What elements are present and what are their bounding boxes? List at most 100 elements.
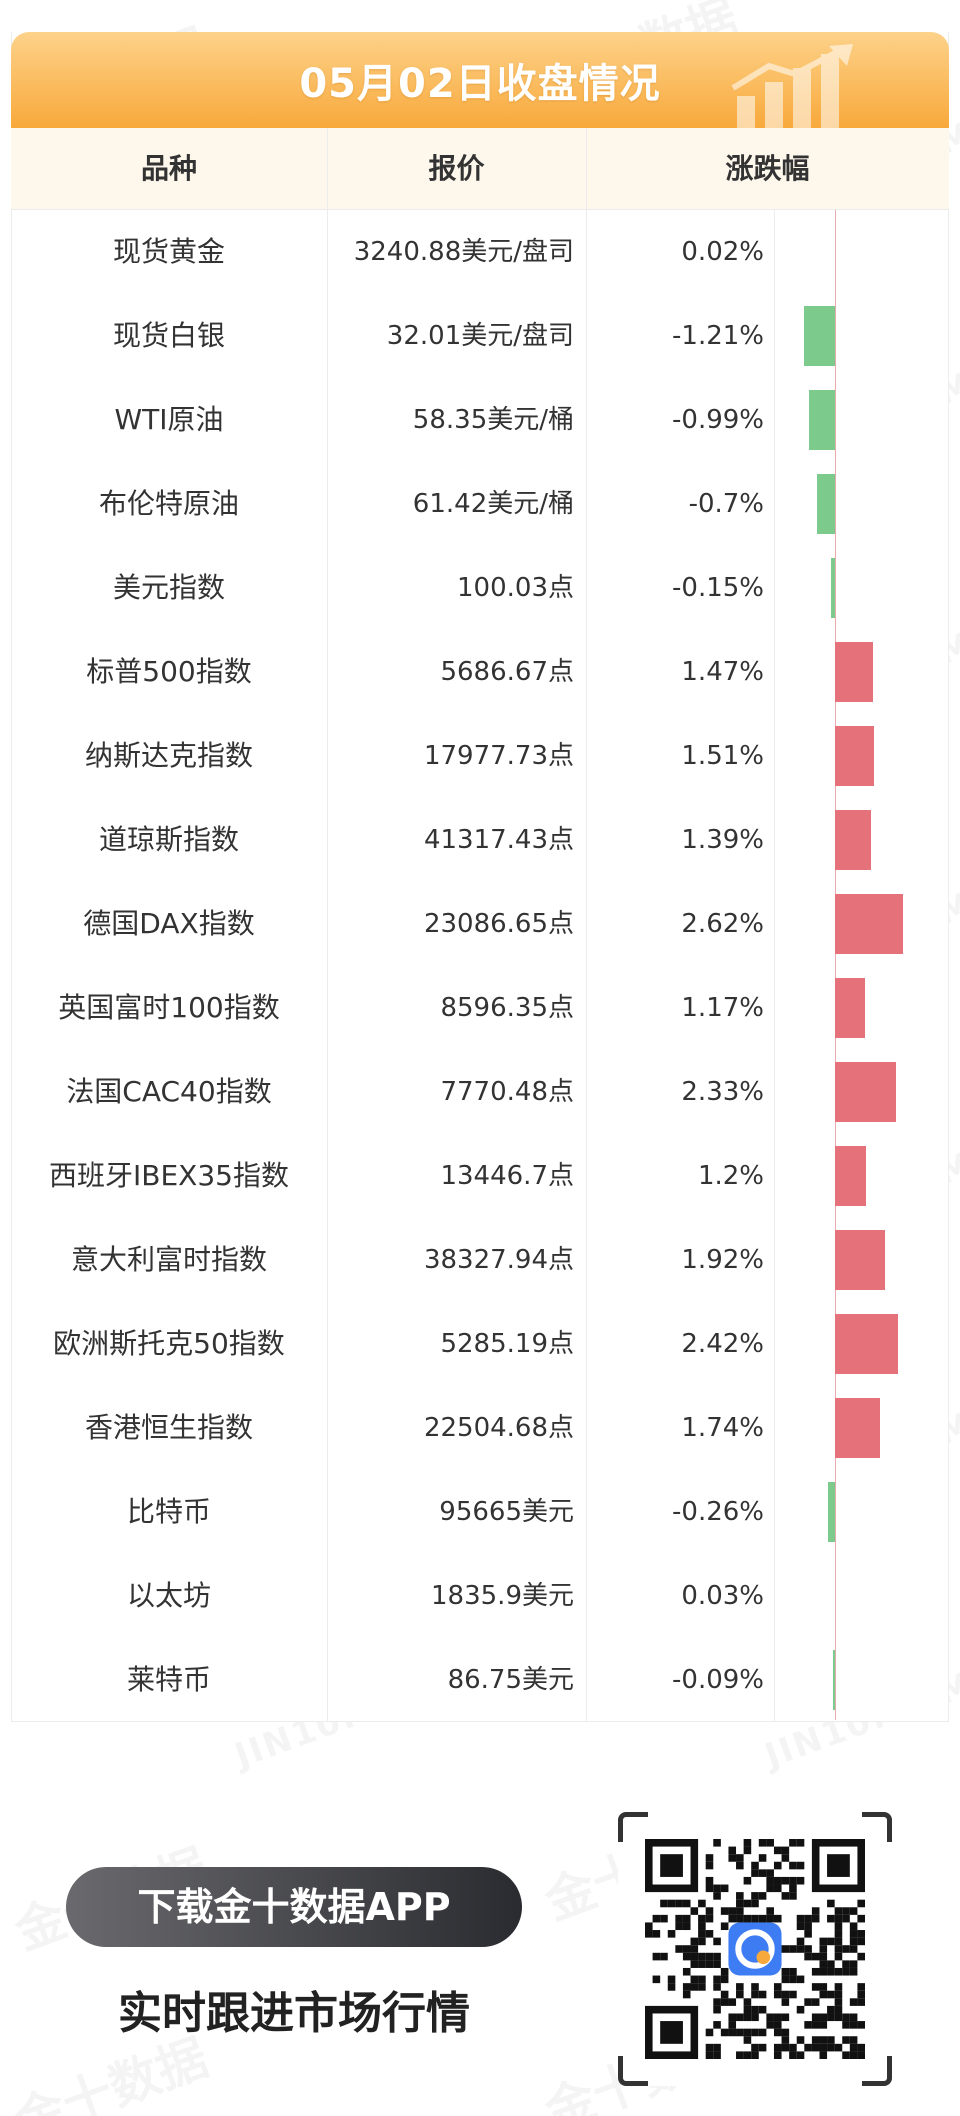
- instrument-change: 2.42%: [681, 1329, 764, 1359]
- table-row: 西班牙IBEX35指数 13446.7点 1.2%: [11, 1134, 949, 1218]
- bar-zero-line: [835, 210, 836, 1720]
- table-row: 现货黄金 3240.88美元/盘司 0.02%: [11, 210, 949, 294]
- instrument-name: 德国DAX指数: [83, 907, 255, 940]
- table-row: WTI原油 58.35美元/桶 -0.99%: [11, 378, 949, 462]
- instrument-price: 8596.35点: [440, 993, 574, 1023]
- table-row: 道琼斯指数 41317.43点 1.39%: [11, 798, 949, 882]
- instrument-price: 58.35美元/桶: [412, 405, 574, 435]
- column-divider: [586, 128, 587, 1722]
- instrument-name: 现货黄金: [112, 235, 225, 268]
- table-row: 布伦特原油 61.42美元/桶 -0.7%: [11, 462, 949, 546]
- instrument-change: 1.92%: [681, 1245, 764, 1275]
- change-bar-up: [835, 810, 872, 870]
- instrument-name: 现货白银: [112, 319, 225, 352]
- change-bar-up: [835, 1146, 867, 1206]
- instrument-change: 0.03%: [681, 1581, 764, 1611]
- instrument-price: 3240.88美元/盘司: [353, 237, 574, 267]
- table-body: 现货黄金 3240.88美元/盘司 0.02% 现货白银 32.01美元/盘司 -1.21…: [11, 210, 949, 1722]
- change-bar-up: [835, 642, 874, 702]
- instrument-price: 5686.67点: [440, 657, 574, 687]
- instrument-change: 0.02%: [681, 237, 764, 267]
- instrument-change: 2.62%: [681, 909, 764, 939]
- qr-corner: [618, 2056, 648, 2086]
- instrument-change: 1.47%: [681, 657, 764, 687]
- instrument-change: 1.17%: [681, 993, 764, 1023]
- change-bar-up: [835, 1314, 898, 1374]
- instrument-change: 2.33%: [681, 1077, 764, 1107]
- instrument-name: 标普500指数: [86, 655, 252, 688]
- instrument-name: 法国CAC40指数: [66, 1075, 272, 1108]
- column-header-change: 涨跌幅: [725, 152, 810, 185]
- download-app-button[interactable]: 下载金十数据APP: [66, 1867, 522, 1947]
- instrument-change: -0.7%: [688, 489, 764, 519]
- instrument-price: 17977.73点: [423, 741, 574, 771]
- instrument-price: 23086.65点: [423, 909, 574, 939]
- instrument-name: 比特币: [126, 1495, 211, 1528]
- table-card: [11, 32, 949, 1722]
- change-bar-up: [835, 894, 904, 954]
- instrument-price: 32.01美元/盘司: [386, 321, 574, 351]
- qr-frame: [618, 1812, 892, 2086]
- table-row: 英国富时100指数 8596.35点 1.17%: [11, 966, 949, 1050]
- change-bar-down: [828, 1482, 835, 1542]
- instrument-price: 100.03点: [457, 573, 574, 603]
- table-row: 以太坊 1835.9美元 0.03%: [11, 1554, 949, 1638]
- instrument-change: -1.21%: [672, 321, 764, 351]
- table-row: 欧洲斯托克50指数 5285.19点 2.42%: [11, 1302, 949, 1386]
- column-divider: [327, 128, 328, 1722]
- instrument-name: 英国富时100指数: [58, 991, 280, 1024]
- change-bar-up: [835, 1062, 896, 1122]
- instrument-name: 西班牙IBEX35指数: [49, 1159, 289, 1192]
- qr-corner: [618, 1812, 648, 1842]
- table-row: 意大利富时指数 38327.94点 1.92%: [11, 1218, 949, 1302]
- instrument-price: 13446.7点: [440, 1161, 574, 1191]
- instrument-change: 1.39%: [681, 825, 764, 855]
- table-row: 香港恒生指数 22504.68点 1.74%: [11, 1386, 949, 1470]
- instrument-price: 38327.94点: [423, 1245, 574, 1275]
- change-bar-up: [835, 726, 875, 786]
- change-bar-down: [809, 390, 835, 450]
- change-bar-down: [832, 1650, 835, 1710]
- qr-code-icon[interactable]: [645, 1839, 865, 2059]
- instrument-price: 41317.43点: [423, 825, 574, 855]
- instrument-price: 22504.68点: [423, 1413, 574, 1443]
- table-row: 法国CAC40指数 7770.48点 2.33%: [11, 1050, 949, 1134]
- qr-corner: [862, 1812, 892, 1842]
- table-row: 纳斯达克指数 17977.73点 1.51%: [11, 714, 949, 798]
- instrument-change: 1.51%: [681, 741, 764, 771]
- instrument-price: 5285.19点: [440, 1329, 574, 1359]
- instrument-price: 86.75美元: [447, 1665, 574, 1695]
- table-row: 莱特币 86.75美元 -0.09%: [11, 1638, 949, 1722]
- instrument-name: 美元指数: [112, 571, 225, 604]
- instrument-name: 意大利富时指数: [70, 1243, 267, 1276]
- change-bar-down: [831, 558, 835, 618]
- instrument-price: 1835.9美元: [431, 1581, 574, 1611]
- column-header-price: 报价: [428, 152, 485, 185]
- instrument-name: 欧洲斯托克50指数: [53, 1327, 285, 1360]
- header-banner: 05月02日收盘情况: [11, 32, 949, 128]
- change-bar-up: [835, 1398, 881, 1458]
- table-row: 比特币 95665美元 -0.26%: [11, 1470, 949, 1554]
- instrument-price: 61.42美元/桶: [412, 489, 574, 519]
- page-title: 05月02日收盘情况: [299, 61, 661, 107]
- column-divider: [774, 210, 775, 1722]
- instrument-change: -0.26%: [672, 1497, 764, 1527]
- rising-bar-chart-icon: [731, 44, 853, 128]
- table-row: 现货白银 32.01美元/盘司 -1.21%: [11, 294, 949, 378]
- change-bar-down: [816, 474, 835, 534]
- instrument-name: WTI原油: [114, 403, 224, 436]
- change-bar-up: [835, 1230, 885, 1290]
- footer: 下载金十数据APP 实时跟进市场行情: [0, 1722, 960, 2116]
- qr-corner: [862, 2056, 892, 2086]
- instrument-change: -0.99%: [672, 405, 764, 435]
- instrument-name: 莱特币: [126, 1663, 211, 1696]
- column-header-name: 品种: [140, 152, 197, 185]
- instrument-price: 7770.48点: [440, 1077, 574, 1107]
- instrument-change: -0.09%: [672, 1665, 764, 1695]
- tagline: 实时跟进市场行情: [118, 1988, 470, 2039]
- instrument-name: 纳斯达克指数: [84, 739, 253, 772]
- instrument-name: 以太坊: [126, 1579, 211, 1612]
- instrument-name: 布伦特原油: [98, 487, 239, 520]
- instrument-change: 1.74%: [681, 1413, 764, 1443]
- instrument-change: 1.2%: [697, 1161, 764, 1191]
